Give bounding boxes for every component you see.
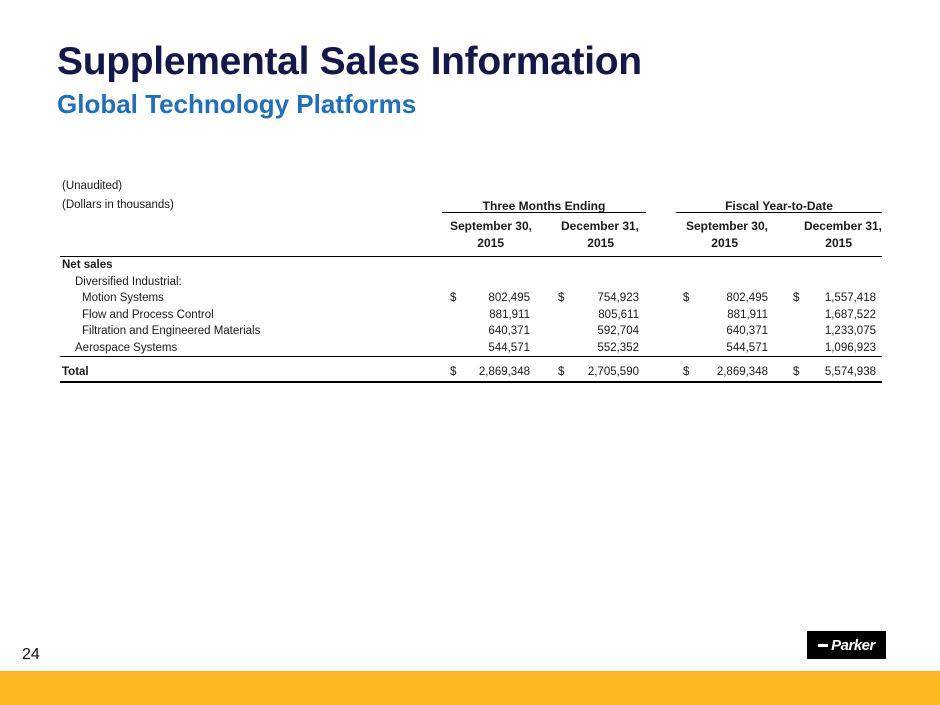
header-rule (60, 256, 882, 257)
total-label: Total (62, 366, 89, 378)
subsection-row: Diversified Industrial: (0, 276, 940, 293)
logo-text: Parker (831, 636, 875, 654)
row-label: Filtration and Engineered Materials (82, 325, 261, 337)
currency-symbol: $ (793, 292, 800, 304)
total-double-rule (60, 381, 882, 383)
col-header-1-line1: September 30, (449, 219, 532, 233)
page-title: Supplemental Sales Information (57, 40, 642, 83)
parker-logo: Parker (807, 631, 886, 659)
currency-symbol: $ (558, 292, 565, 304)
cell-value: 1,233,075 (824, 325, 876, 337)
subtotal-rule (60, 356, 882, 357)
table-row: Aerospace Systems 544,571 552,352 544,57… (0, 342, 940, 359)
table-row: Motion Systems $ 802,495 $ 754,923 $ 802… (0, 292, 940, 309)
cell-value: 881,911 (489, 309, 530, 321)
cell-value: 1,687,522 (824, 309, 876, 321)
cell-value: 640,371 (488, 325, 530, 337)
cell-value: 1,557,418 (824, 292, 876, 304)
cell-value: 552,352 (597, 342, 639, 354)
page-subtitle: Global Technology Platforms (57, 89, 417, 119)
currency-symbol: $ (450, 366, 457, 378)
currency-symbol: $ (793, 366, 800, 378)
cell-value: 544,571 (726, 342, 768, 354)
row-label: Flow and Process Control (82, 309, 214, 321)
total-values: $ 2,869,348 $ 2,705,590 $ 2,869,348 $ 5,… (0, 366, 940, 383)
currency-symbol: $ (683, 292, 690, 304)
cell-value: 802,495 (726, 292, 768, 304)
bottom-accent-bar (0, 671, 940, 705)
cell-value: 2,869,348 (716, 366, 768, 378)
cell-value: 5,574,938 (824, 366, 876, 378)
row-label: Aerospace Systems (75, 342, 178, 354)
cell-value: 1,096,923 (824, 342, 876, 354)
table-row: Flow and Process Control 881,911 805,611… (0, 309, 940, 326)
col-header-2-line1: December 31, (560, 219, 639, 233)
cell-value: 2,705,590 (587, 366, 639, 378)
cell-value: 754,923 (597, 292, 639, 304)
group-header-ytd: Fiscal Year-to-Date (725, 199, 833, 213)
subsection-label: Diversified Industrial: (75, 276, 182, 288)
cell-value: 802,495 (488, 292, 530, 304)
group-rule-ytd (676, 212, 882, 213)
section-label: Net sales (62, 259, 113, 271)
col-header-1-line2: 2015 (477, 236, 504, 250)
group-rule-three-months (442, 212, 646, 213)
currency-symbol: $ (450, 292, 457, 304)
page-number: 24 (22, 646, 40, 663)
total-row: Total (0, 366, 940, 383)
cell-value: 881,911 (727, 309, 768, 321)
table-row: Filtration and Engineered Materials 640,… (0, 325, 940, 342)
col-header-4-line1: December 31, (803, 219, 882, 233)
currency-symbol: $ (683, 366, 690, 378)
col-header-4-line2: 2015 (825, 236, 852, 250)
col-header-2-line2: 2015 (587, 236, 614, 250)
cell-value: 805,611 (598, 309, 639, 321)
logo-bar-icon (818, 643, 829, 647)
group-header-three-months: Three Months Ending (482, 199, 606, 213)
cell-value: 592,704 (597, 325, 639, 337)
cell-value: 640,371 (726, 325, 768, 337)
row-label: Motion Systems (82, 292, 164, 304)
col-header-3-line2: 2015 (711, 236, 738, 250)
units-note: (Dollars in thousands) (62, 199, 174, 211)
cell-value: 2,869,348 (478, 366, 530, 378)
cell-value: 544,571 (488, 342, 530, 354)
col-header-3-line1: September 30, (685, 219, 768, 233)
currency-symbol: $ (558, 366, 565, 378)
unaudited-note: (Unaudited) (62, 180, 123, 192)
section-row: Net sales (0, 259, 940, 276)
